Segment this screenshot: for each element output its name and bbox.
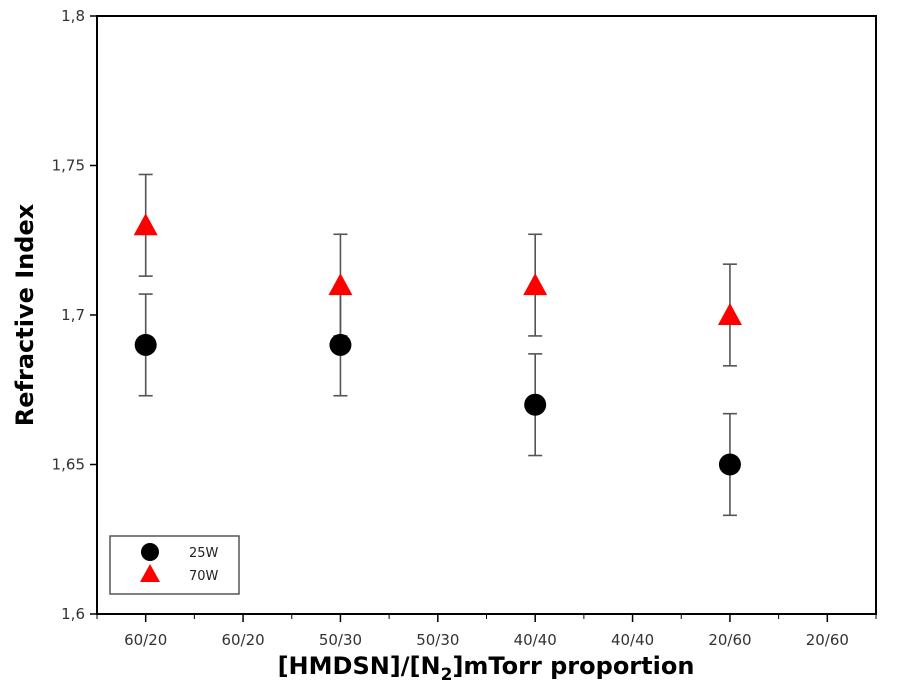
error-bars <box>138 173 737 517</box>
data-markers <box>133 213 742 476</box>
x-tick-label: 60/20 <box>221 631 264 649</box>
data-point-triangle <box>133 213 158 236</box>
x-tick-label: 40/40 <box>611 631 654 649</box>
plot-frame <box>96 15 877 615</box>
x-tick-label: 40/40 <box>514 631 557 649</box>
legend: 25W 70W <box>109 535 240 595</box>
data-point-circle <box>718 453 741 476</box>
x-tick-label: 50/30 <box>319 631 362 649</box>
y-tick-label: 1,7 <box>61 306 85 324</box>
x-axis-title: [HMDSN]/[N2]mTorr proportion <box>278 652 695 681</box>
y-tick-label: 1,75 <box>52 157 85 175</box>
y-tick-label: 1,65 <box>52 456 85 474</box>
data-point-circle <box>524 393 547 416</box>
data-point-triangle <box>717 303 742 325</box>
legend-marker-70w <box>140 564 160 582</box>
y-axis-ticks: 1,6 1,65 1,7 1,75 1,8 <box>52 7 97 623</box>
x-tick-label: 20/60 <box>708 631 751 649</box>
legend-label-70w: 70W <box>189 569 219 584</box>
x-tick-label: 20/60 <box>806 631 849 649</box>
x-tick-label: 50/30 <box>416 631 459 649</box>
data-point-circle <box>134 333 157 356</box>
legend-box <box>109 535 240 595</box>
data-point-circle <box>329 333 352 356</box>
x-axis-ticks: 60/20 60/20 50/30 50/30 40/40 40/40 20/60 20/60 <box>96 614 877 649</box>
y-axis-title: Refractive Index <box>11 203 39 426</box>
data-point-triangle <box>328 273 353 296</box>
x-tick-label: 60/20 <box>124 631 167 649</box>
y-tick-label: 1,8 <box>61 7 85 25</box>
data-point-triangle <box>523 273 548 296</box>
legend-marker-25w <box>141 543 159 561</box>
legend-label-25w: 25W <box>189 546 219 561</box>
y-tick-label: 1,6 <box>61 605 85 623</box>
